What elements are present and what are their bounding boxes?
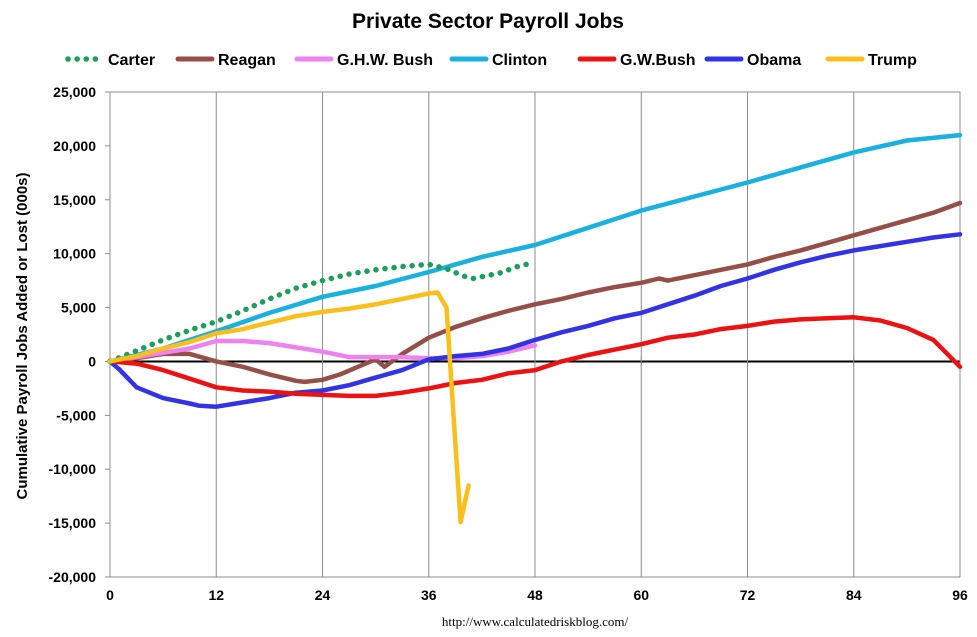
series-line-reagan bbox=[107, 200, 963, 385]
legend-item-clinton: Clinton bbox=[449, 52, 547, 69]
x-tick-label: 84 bbox=[846, 587, 862, 603]
y-tick-label: -20,000 bbox=[49, 569, 97, 585]
series-clinton bbox=[107, 132, 963, 364]
legend-item-reagan: Reagan bbox=[175, 52, 276, 69]
legend-label: Reagan bbox=[218, 52, 276, 69]
series-line-clinton bbox=[107, 132, 963, 364]
y-tick-label: 0 bbox=[88, 353, 96, 369]
chart-title: Private Sector Payroll Jobs bbox=[352, 10, 624, 33]
x-tick-label: 72 bbox=[740, 587, 756, 603]
legend-label: G.W.Bush bbox=[620, 52, 696, 69]
legend-label: Clinton bbox=[492, 52, 547, 69]
series-reagan bbox=[107, 200, 963, 385]
series-g-w-bush bbox=[107, 315, 963, 399]
source-credit: http://www.calculatedriskblog.com/ bbox=[442, 614, 629, 629]
x-tick-label: 96 bbox=[952, 587, 968, 603]
series-line-g-w-bush bbox=[107, 315, 963, 399]
legend-item-obama: Obama bbox=[704, 52, 801, 69]
y-tick-label: 20,000 bbox=[53, 138, 96, 154]
y-tick-label: 25,000 bbox=[53, 84, 96, 100]
legend-item-g-h-w-bush: G.H.W. Bush bbox=[294, 52, 433, 69]
legend-item-carter: Carter bbox=[65, 52, 155, 69]
x-tick-label: 36 bbox=[421, 587, 437, 603]
legend-label: G.H.W. Bush bbox=[337, 52, 433, 69]
x-tick-label: 12 bbox=[208, 587, 224, 603]
y-axis: -20,000 -15,000 -10,000 -5,000 0 5,000 10,000 1… bbox=[49, 84, 110, 585]
legend-label: Carter bbox=[108, 52, 155, 69]
legend-item-g-w-bush: G.W.Bush bbox=[577, 52, 696, 69]
y-tick-label: -5,000 bbox=[56, 407, 96, 423]
legend-label: Obama bbox=[747, 52, 801, 69]
gridlines bbox=[215, 92, 961, 577]
series-line-obama bbox=[107, 232, 963, 409]
series-line-trump bbox=[107, 290, 471, 525]
y-tick-label: 15,000 bbox=[53, 192, 96, 208]
plot-border bbox=[109, 91, 961, 578]
legend-label: Trump bbox=[868, 52, 917, 69]
y-tick-label: 10,000 bbox=[53, 246, 96, 262]
y-tick-label: -10,000 bbox=[49, 461, 97, 477]
y-axis-label: Cumulative Payroll Jobs Added or Lost (0… bbox=[14, 172, 31, 499]
x-tick-label: 60 bbox=[633, 587, 649, 603]
x-tick-label: 24 bbox=[315, 587, 331, 603]
series-layer bbox=[107, 132, 963, 525]
y-tick-label: -15,000 bbox=[49, 515, 97, 531]
x-tick-label: 48 bbox=[527, 587, 543, 603]
series-carter bbox=[107, 261, 529, 365]
series-obama bbox=[107, 232, 963, 409]
x-tick-label: 0 bbox=[106, 587, 114, 603]
series-line-carter bbox=[107, 261, 529, 365]
y-tick-label: 5,000 bbox=[61, 300, 96, 316]
series-trump bbox=[107, 290, 471, 525]
legend-item-trump: Trump bbox=[825, 52, 917, 69]
legend: Carter Reagan G.H.W. Bush Clinton G.W.Bush Ob… bbox=[65, 52, 917, 69]
x-axis: 0 12 24 36 48 60 72 84 96 bbox=[106, 356, 968, 603]
